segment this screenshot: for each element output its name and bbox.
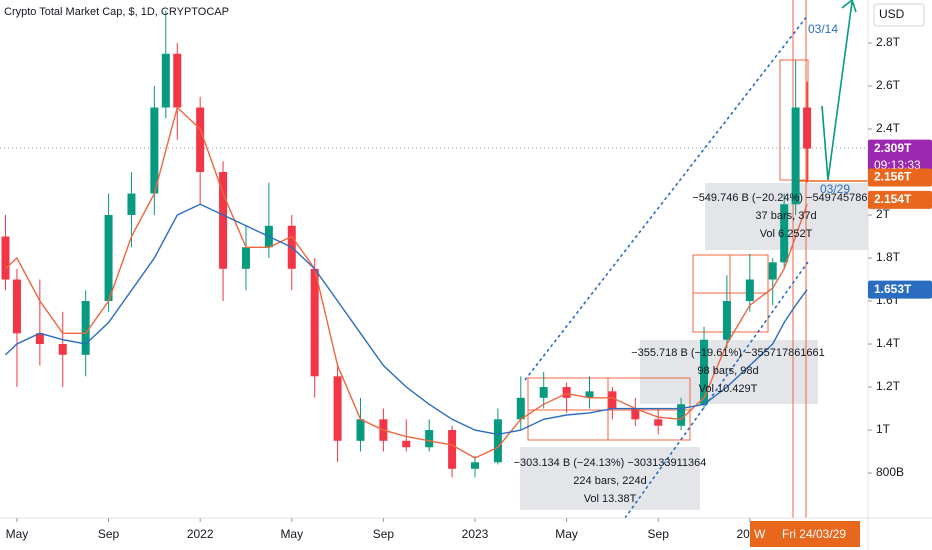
range-rect — [527, 377, 691, 441]
candle-body — [310, 268, 319, 377]
candle-body — [356, 419, 365, 441]
currency-button[interactable] — [873, 3, 925, 27]
price-label-box — [868, 280, 932, 299]
candle-body — [585, 391, 594, 398]
candle-body — [402, 440, 411, 448]
ma-line — [5, 203, 808, 436]
candle-body — [803, 107, 812, 149]
candle-body — [1, 236, 10, 280]
measure-text: Vol 10.429T — [699, 383, 758, 395]
projection-arrow — [821, 1, 853, 181]
candle-body — [58, 344, 67, 355]
drawings — [0, 0, 868, 519]
y-tick-label: 1.2T — [876, 379, 901, 393]
candle-body — [780, 204, 789, 263]
candle-body — [768, 262, 777, 280]
x-tick-label: May — [555, 527, 578, 541]
price-label: 2.154T — [874, 192, 912, 206]
price-label-box — [868, 168, 932, 187]
y-tick-label: 2.6T — [876, 78, 901, 92]
measure-text: 37 bars, 37d — [755, 210, 816, 222]
candle-body — [539, 387, 548, 398]
candle-body — [81, 301, 90, 355]
price-label: 1.653T — [874, 282, 912, 296]
y-tick-label: 2.4T — [876, 121, 901, 135]
y-tick-label: 800B — [876, 465, 904, 479]
x-tick-label: Sep — [373, 527, 395, 541]
candle-body — [608, 391, 617, 409]
candle-body — [425, 430, 434, 448]
measure-box — [520, 447, 700, 510]
measure-text: Vol 6.252T — [760, 228, 813, 240]
measure-text: −549.746 B (−20.24%) −54974578620 — [692, 192, 879, 204]
chart-title: Crypto Total Market Cap, $, 1D, CRYPTOCA… — [4, 6, 229, 18]
candle-body — [562, 387, 571, 398]
candle-body — [196, 107, 205, 173]
currency[interactable]: USD — [879, 7, 905, 21]
x-tick-label: 2023 — [462, 527, 489, 541]
candle-body — [722, 301, 731, 340]
x-tick-label: May — [280, 527, 303, 541]
channel-line — [524, 14, 809, 381]
crosshair-date: Fri 24/03/29 — [782, 527, 846, 541]
candle-body — [161, 53, 170, 108]
candle-body — [745, 279, 754, 302]
countdown: 09:13:33 — [874, 158, 921, 172]
x-tick-label: May — [6, 527, 29, 541]
candle-body — [654, 419, 663, 426]
plot: 03/14 03/29 −303.134 B (−24.13%) −30313391… — [1, 10, 880, 505]
y-tick-label: 1T — [876, 422, 891, 436]
channel-line — [624, 261, 809, 519]
measure-text: 98 bars, 98d — [697, 365, 758, 377]
candle-body — [241, 247, 250, 269]
candle-body — [150, 107, 159, 194]
candle-body — [677, 404, 686, 426]
y-tick-label: 2.8T — [876, 35, 901, 49]
candle-body — [631, 408, 640, 420]
candle-body — [35, 333, 44, 345]
price-axis — [868, 0, 932, 550]
y-tick-label: 1.4T — [876, 336, 901, 350]
candle-body — [127, 193, 136, 216]
candle-body — [791, 107, 800, 205]
price-label: 2.156T — [874, 170, 912, 184]
candle-body — [12, 279, 21, 334]
price-label-box — [868, 139, 932, 176]
candle-body — [219, 172, 228, 269]
candle-body — [493, 419, 502, 463]
price-label-box — [868, 190, 932, 209]
ma-line — [5, 106, 808, 459]
candle-body — [448, 430, 457, 469]
x-tick-label: Sep — [648, 527, 670, 541]
candle-body — [470, 462, 479, 469]
measure-text: Vol 13.38T — [584, 493, 637, 505]
measure-text: −303.134 B (−24.13%) −303133911364 — [514, 457, 707, 469]
x-tick-label: Sep — [98, 527, 120, 541]
date-marker: 03/29 — [820, 182, 850, 196]
candle-body — [333, 376, 342, 441]
measure-text: 224 bars, 224d — [573, 475, 646, 487]
y-tick-label: 2T — [876, 207, 891, 221]
y-tick-label: 1.8T — [876, 250, 901, 264]
candle-body — [173, 53, 182, 108]
candle-body — [700, 339, 709, 405]
candle-body — [104, 215, 113, 302]
price-label: 2.309T — [874, 141, 912, 155]
crosshair-interval: W — [754, 527, 766, 541]
date-marker: 03/14 — [808, 22, 838, 36]
x-tick-label: 2022 — [187, 527, 214, 541]
candle-body — [516, 397, 525, 420]
crosshair-box — [750, 521, 768, 547]
arrow-head — [841, 0, 857, 13]
crosshair-box — [768, 521, 860, 547]
measure-box — [640, 340, 818, 404]
measure-text: −355.718 B (−19.61%) −355717861661 — [631, 347, 825, 359]
